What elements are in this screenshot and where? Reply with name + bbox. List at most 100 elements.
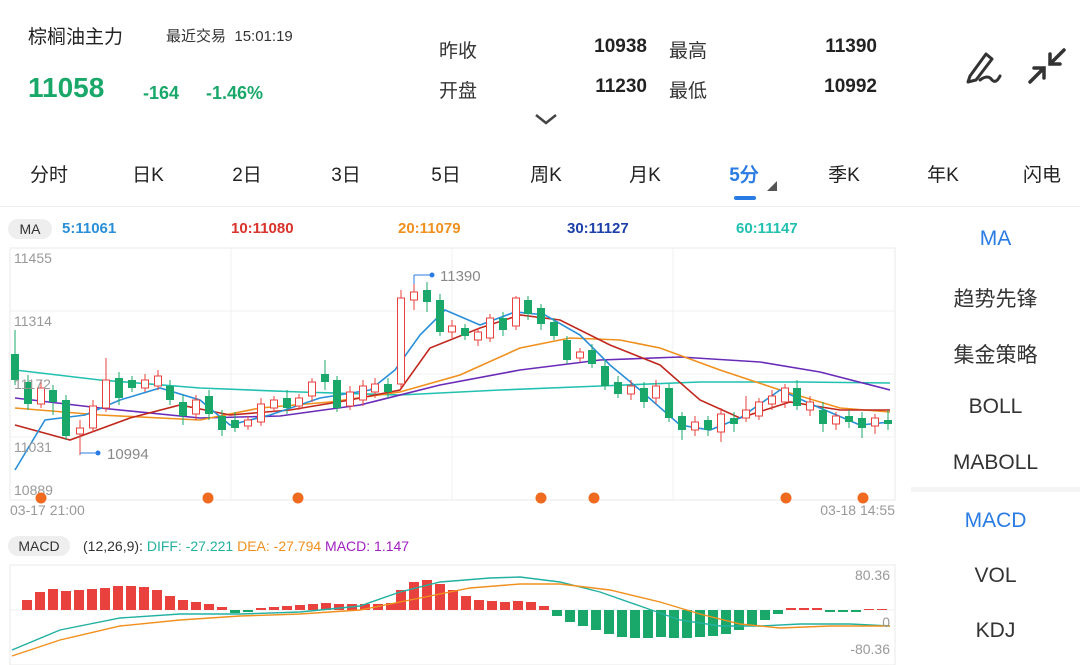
candles: [11, 282, 892, 455]
candle: [806, 396, 814, 416]
tab-lightning[interactable]: 闪电: [1022, 165, 1062, 186]
price-tick: 11172: [14, 376, 51, 392]
prev-close-label: 昨收: [439, 41, 478, 62]
macd-bar: [178, 600, 188, 610]
candle: [627, 380, 635, 400]
candle: [819, 402, 827, 432]
indicator-maboll[interactable]: MABOLL: [952, 451, 1039, 474]
candle: [154, 370, 162, 390]
candle: [652, 380, 660, 404]
macd-bar: [165, 596, 175, 610]
ma30-value: 30:11127: [567, 220, 629, 237]
candle: [486, 314, 494, 342]
tab-week-k[interactable]: 周K: [530, 165, 562, 186]
low-annotation: 10994: [80, 446, 149, 463]
open-value: 11230: [595, 76, 647, 97]
macd-bar: [474, 600, 484, 610]
candle: [308, 378, 316, 402]
tab-day-k[interactable]: 日K: [132, 165, 164, 186]
macd-bar: [526, 602, 536, 610]
high-annotation: 11390: [413, 268, 481, 285]
candle: [410, 284, 418, 310]
candle: [614, 376, 622, 398]
candle: [333, 376, 341, 412]
ma20-value: 20:11079: [398, 220, 461, 237]
macd-bar: [139, 587, 149, 610]
indicator-macd[interactable]: MACD: [964, 509, 1027, 532]
tab-5-min[interactable]: 5分: [729, 165, 759, 186]
indicator-trend-pioneer[interactable]: 趋势先锋: [953, 288, 1038, 311]
last-price: 11058: [28, 72, 105, 103]
ma10-value: 10:11080: [231, 220, 294, 237]
candle: [717, 408, 725, 442]
indicator-vol[interactable]: VOL: [974, 564, 1017, 587]
macd-bar: [448, 590, 458, 610]
macd-bar: [230, 610, 240, 613]
indicator-capital-strategy[interactable]: 集金策略: [953, 344, 1038, 367]
macd-axis-mid: 0: [882, 614, 890, 630]
candle: [37, 380, 45, 408]
macd-bar: [48, 589, 58, 610]
collapse-arrows-icon[interactable]: [1026, 46, 1068, 86]
candle: [832, 412, 840, 430]
macd-bar: [282, 606, 292, 610]
price-change-pct: -1.46%: [206, 83, 264, 103]
macd-bar: [565, 610, 575, 622]
period-dropdown-icon[interactable]: [767, 178, 777, 196]
candle: [128, 376, 136, 392]
macd-bar: [721, 610, 731, 634]
candle: [244, 416, 252, 430]
indicator-panel: MA 趋势先锋 集金策略 BOLL MABOLL MACD VOL KDJ: [911, 209, 1080, 665]
macd-bar: [513, 601, 523, 610]
macd-dea: DEA: -27.794: [237, 538, 322, 554]
tab-5-day[interactable]: 5日: [431, 165, 461, 186]
tab-2-day[interactable]: 2日: [232, 165, 262, 186]
candle: [102, 358, 110, 412]
tab-month-k[interactable]: 月K: [629, 165, 661, 186]
macd-bar: [799, 608, 809, 610]
tab-quarter-k[interactable]: 季K: [828, 165, 860, 186]
tab-timeshare[interactable]: 分时: [29, 165, 69, 186]
candle: [270, 396, 278, 412]
candle: [231, 412, 239, 432]
price-tick: 11031: [14, 439, 52, 455]
tab-3-day[interactable]: 3日: [331, 165, 361, 186]
macd-bar: [217, 607, 227, 610]
ma-indicator-pill[interactable]: MA: [8, 219, 52, 239]
macd-bar: [334, 604, 344, 610]
indicator-kdj[interactable]: KDJ: [975, 619, 1016, 642]
candle: [346, 386, 354, 410]
last-trade-label: 最近交易: [166, 28, 227, 45]
tab-year-k[interactable]: 年K: [927, 165, 959, 186]
macd-indicator-pill[interactable]: MACD: [8, 536, 70, 556]
macd-chart[interactable]: 80.36 0 -80.36: [0, 560, 905, 665]
indicator-ma[interactable]: MA: [979, 227, 1012, 250]
macd-bar: [152, 590, 162, 610]
candle: [588, 344, 596, 368]
candle: [499, 312, 507, 336]
macd-bar: [760, 610, 770, 620]
indicator-boll[interactable]: BOLL: [968, 395, 1023, 418]
candle: [384, 378, 392, 398]
macd-bar: [113, 586, 123, 610]
candle: [884, 410, 892, 430]
candle: [563, 336, 571, 364]
macd-bar: [617, 610, 627, 637]
high-label: 最高: [669, 41, 708, 62]
chevron-down-icon[interactable]: [534, 112, 558, 126]
macd-lines: [11, 576, 891, 657]
candle: [397, 290, 405, 388]
candle: [371, 378, 379, 398]
macd-bar: [386, 603, 396, 610]
kline-chart[interactable]: 11390 10994 11455 11314 11172 11031 1088…: [0, 240, 905, 520]
pen-icon[interactable]: [962, 46, 1004, 86]
macd-bar: [409, 582, 419, 610]
macd-bar: [100, 588, 110, 610]
macd-bar: [838, 610, 848, 612]
price-axis: 11455 11314 11172 11031 10889: [14, 250, 53, 498]
candle: [283, 390, 291, 414]
macd-bar: [487, 601, 497, 610]
candle: [461, 324, 469, 340]
high-annotation-label: 11390: [440, 268, 481, 285]
signal-dot: [780, 492, 792, 504]
